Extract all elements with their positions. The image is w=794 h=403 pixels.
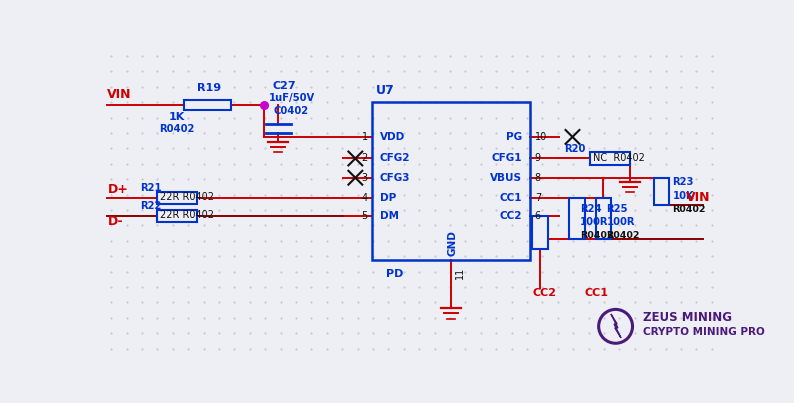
Text: R0402: R0402 bbox=[580, 231, 614, 240]
Text: DM: DM bbox=[380, 211, 399, 221]
Text: VIN: VIN bbox=[107, 89, 132, 102]
Text: 7: 7 bbox=[534, 193, 541, 203]
Text: CFG3: CFG3 bbox=[380, 173, 410, 183]
Text: CFG2: CFG2 bbox=[380, 154, 410, 164]
Text: GND: GND bbox=[448, 231, 457, 256]
Text: R20: R20 bbox=[564, 143, 585, 154]
Text: R0402: R0402 bbox=[607, 231, 640, 240]
Text: 10: 10 bbox=[534, 132, 547, 142]
Text: VDD: VDD bbox=[380, 132, 405, 142]
Text: 9: 9 bbox=[534, 154, 541, 164]
Text: ZEUS MINING: ZEUS MINING bbox=[642, 311, 731, 324]
Bar bbox=[157, 210, 198, 222]
Text: 2: 2 bbox=[361, 154, 368, 164]
Bar bbox=[157, 191, 198, 204]
Text: 1K: 1K bbox=[169, 112, 185, 122]
Text: R0402: R0402 bbox=[159, 124, 195, 134]
Text: 4: 4 bbox=[361, 193, 368, 203]
Text: 5: 5 bbox=[361, 211, 368, 221]
Text: CC2: CC2 bbox=[500, 211, 522, 221]
Text: 1uF/50V: 1uF/50V bbox=[269, 93, 315, 103]
Text: R21: R21 bbox=[140, 183, 161, 193]
Text: R19: R19 bbox=[198, 83, 222, 93]
Text: R25: R25 bbox=[607, 204, 628, 214]
Text: C0402: C0402 bbox=[274, 106, 309, 116]
Text: 10K: 10K bbox=[673, 191, 694, 201]
Bar bbox=[372, 102, 530, 260]
Text: 3: 3 bbox=[361, 173, 368, 183]
Text: CC2: CC2 bbox=[533, 287, 557, 297]
Bar bbox=[533, 216, 548, 249]
Text: CFG1: CFG1 bbox=[492, 154, 522, 164]
Bar bbox=[569, 198, 585, 239]
Text: R24: R24 bbox=[580, 204, 602, 214]
Text: CC1: CC1 bbox=[500, 193, 522, 203]
Text: NC  R0402: NC R0402 bbox=[593, 153, 646, 163]
Text: R23: R23 bbox=[673, 177, 694, 187]
Text: CRYPTO MINING PRO: CRYPTO MINING PRO bbox=[642, 328, 765, 337]
Bar bbox=[590, 152, 630, 165]
Text: VIN: VIN bbox=[687, 191, 711, 204]
Text: 6: 6 bbox=[534, 211, 541, 221]
Text: 11: 11 bbox=[455, 266, 465, 278]
Polygon shape bbox=[611, 314, 621, 338]
Text: 22R R0402: 22R R0402 bbox=[160, 210, 214, 220]
Text: CC1: CC1 bbox=[585, 287, 609, 297]
Text: D+: D+ bbox=[107, 183, 129, 196]
Bar bbox=[596, 198, 611, 239]
Text: R0402: R0402 bbox=[673, 206, 706, 214]
Text: 100R: 100R bbox=[607, 218, 635, 227]
Text: U7: U7 bbox=[376, 84, 395, 97]
Text: DP: DP bbox=[380, 193, 396, 203]
Text: D-: D- bbox=[107, 216, 123, 229]
Text: 22R R0402: 22R R0402 bbox=[160, 192, 214, 202]
Text: VBUS: VBUS bbox=[491, 173, 522, 183]
Text: 1: 1 bbox=[361, 132, 368, 142]
Text: 8: 8 bbox=[534, 173, 541, 183]
Bar bbox=[654, 178, 669, 206]
Text: 100R: 100R bbox=[580, 218, 609, 227]
Text: PG: PG bbox=[507, 132, 522, 142]
Text: R22: R22 bbox=[140, 201, 161, 211]
Text: C27: C27 bbox=[272, 81, 296, 91]
Bar bbox=[184, 100, 230, 110]
Text: PD: PD bbox=[386, 269, 403, 279]
